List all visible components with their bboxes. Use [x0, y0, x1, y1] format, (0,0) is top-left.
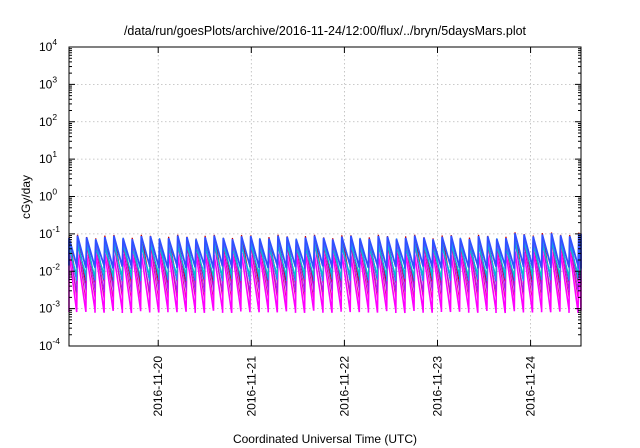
x-axis-label: Coordinated Universal Time (UTC) — [233, 432, 417, 446]
x-tick-label: 2016-11-22 — [337, 356, 351, 417]
y-tick-label: 103 — [39, 74, 57, 91]
x-tick-label: 2016-11-21 — [244, 356, 258, 417]
x-tick-label: 2016-11-20 — [151, 356, 165, 417]
x-tick-label: 2016-11-24 — [524, 356, 538, 417]
series-line — [68, 242, 582, 277]
series-layer — [68, 232, 582, 314]
y-tick-label: 10-3 — [39, 299, 60, 316]
series-line — [68, 249, 582, 314]
chart-title: /data/run/goesPlots/archive/2016-11-24/1… — [124, 24, 527, 38]
y-tick-label: 10-2 — [39, 261, 60, 278]
x-tick-label: 2016-11-23 — [430, 356, 444, 417]
y-tick-label: 101 — [39, 149, 57, 166]
y-tick-label: 102 — [39, 112, 57, 129]
y-tick-label: 100 — [39, 187, 57, 204]
tick-layer: 10-4 10-3 10-2 10-1 100 101 102 103 104 2016-11-2… — [39, 37, 581, 417]
y-axis-label: cGy/day — [19, 175, 33, 219]
y-tick-label: 10-4 — [39, 336, 60, 353]
series-line — [68, 233, 582, 269]
y-tick-label: 104 — [39, 37, 57, 54]
y-tick-label: 10-1 — [39, 224, 60, 241]
